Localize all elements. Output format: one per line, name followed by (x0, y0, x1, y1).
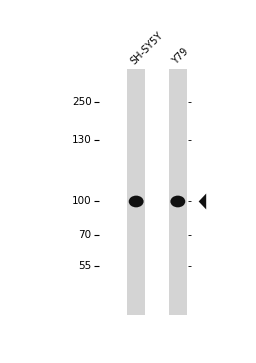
Text: SH-SY5Y: SH-SY5Y (129, 30, 165, 66)
Text: 250: 250 (72, 97, 92, 107)
Text: 130: 130 (72, 135, 92, 145)
Bar (169, 69, 187, 315)
Bar (127, 69, 145, 315)
Polygon shape (199, 193, 206, 209)
Text: Y79: Y79 (171, 46, 191, 66)
Text: 55: 55 (78, 261, 92, 271)
Text: 70: 70 (78, 230, 92, 240)
Text: 100: 100 (72, 196, 92, 207)
Ellipse shape (129, 196, 144, 207)
Ellipse shape (170, 196, 185, 207)
